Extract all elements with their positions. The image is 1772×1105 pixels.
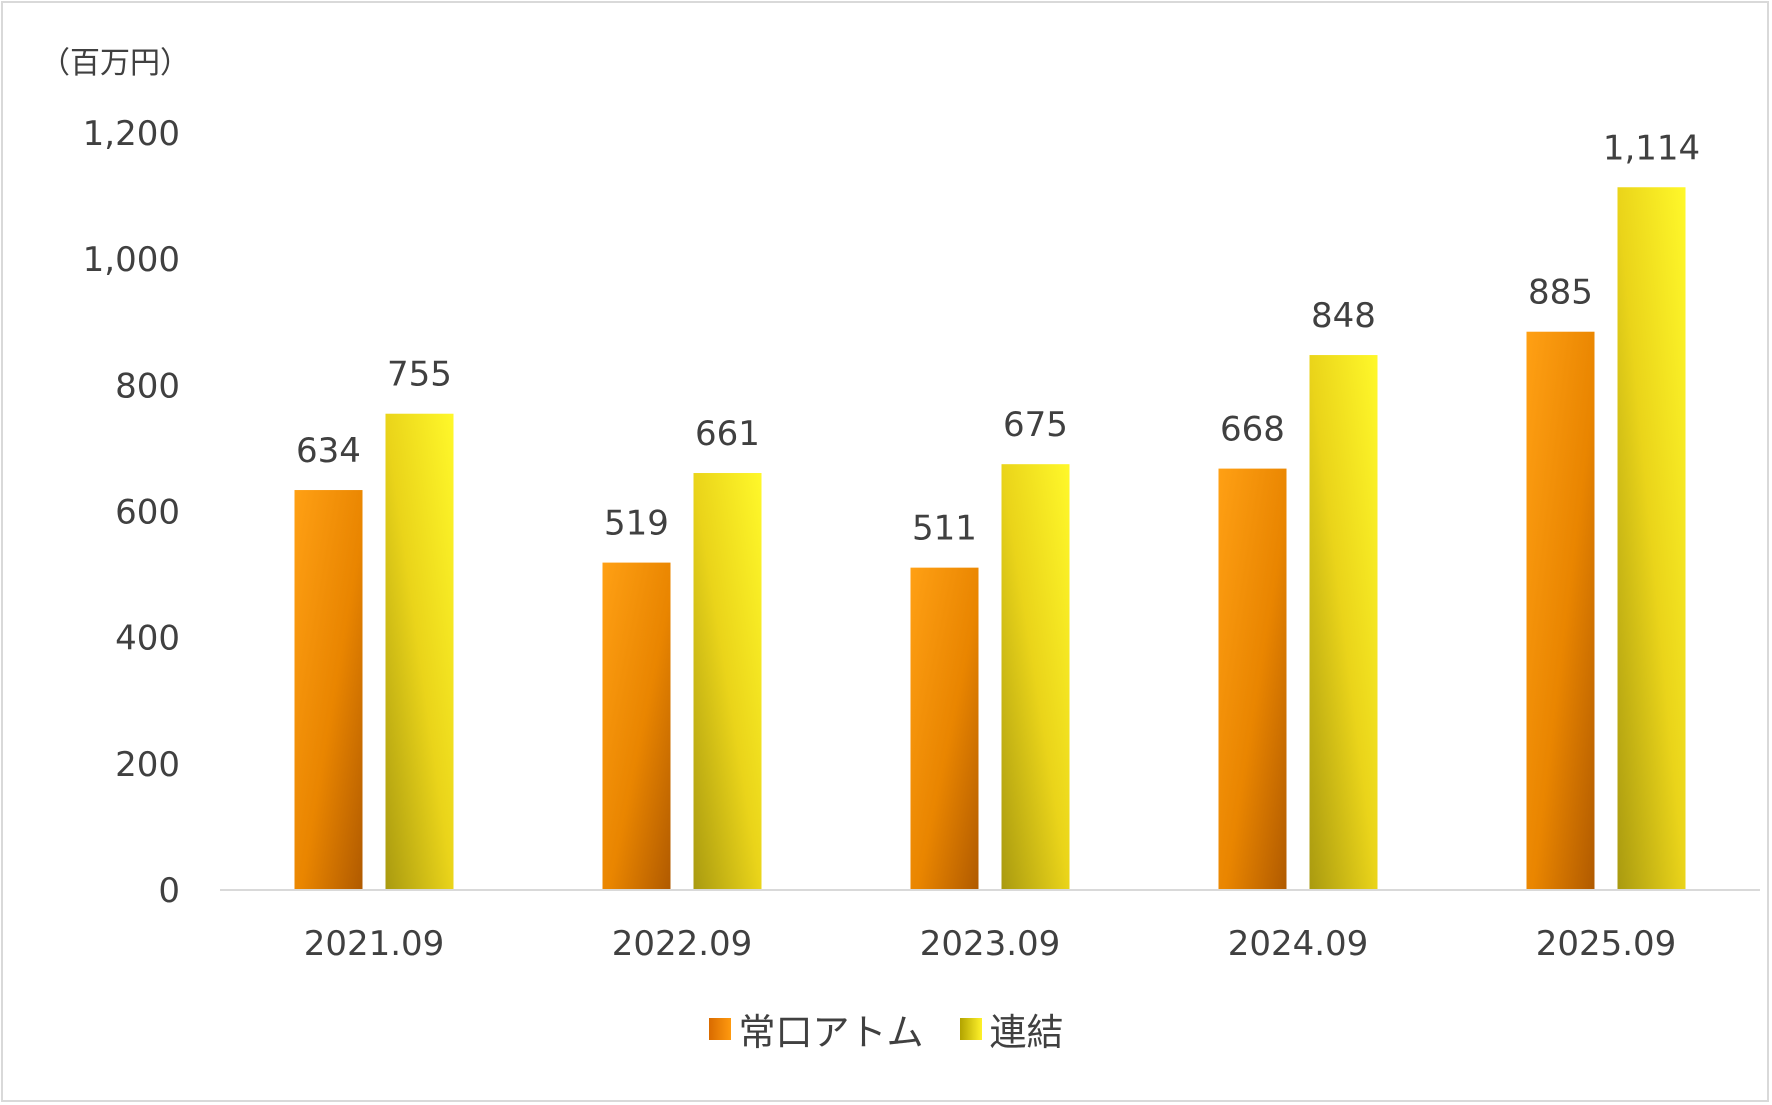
data-label-series-b-2023.09: 675: [1003, 405, 1068, 445]
x-tick-label: 2021.09: [304, 924, 445, 964]
y-tick-label: 600: [115, 493, 180, 533]
bar-series-b-2023.09: [1001, 464, 1070, 890]
y-tick-label: 1,200: [83, 114, 180, 154]
legend-item-series-b: 連結: [959, 1002, 1064, 1056]
bar-series-a-2023.09: [910, 567, 979, 890]
y-tick-label: 0: [158, 871, 180, 911]
bar-series-a-2022.09: [602, 562, 671, 890]
data-label-series-b-2024.09: 848: [1311, 296, 1376, 336]
legend-label-series-a: 常口アトム: [738, 1011, 924, 1054]
unit-label: （百万円）: [40, 46, 190, 81]
data-label-series-a-2022.09: 519: [604, 504, 669, 544]
bar-series-b-2025.09: [1617, 187, 1686, 891]
bar-series-a-2025.09: [1526, 331, 1595, 890]
bar-series-a-2024.09: [1218, 468, 1287, 890]
x-tick-label: 2023.09: [920, 924, 1061, 964]
data-label-series-a-2021.09: 634: [296, 431, 361, 471]
bar-series-b-2024.09: [1309, 355, 1378, 890]
legend-swatch-series-a: [708, 1018, 731, 1040]
legend-item-series-a: 常口アトム: [708, 1002, 924, 1056]
legend-label-series-b: 連結: [989, 1011, 1064, 1054]
bar-series-b-2022.09: [693, 473, 762, 890]
bar-series-b-2021.09: [385, 413, 454, 890]
data-label-series-b-2022.09: 661: [695, 414, 760, 454]
x-tick-label: 2022.09: [612, 924, 753, 964]
data-label-series-a-2025.09: 885: [1528, 273, 1593, 313]
y-tick-label: 400: [115, 619, 180, 659]
x-tick-label: 2025.09: [1536, 924, 1677, 964]
y-tick-label: 1,000: [83, 240, 180, 280]
data-label-series-b-2021.09: 755: [387, 355, 452, 395]
bar-series-a-2021.09: [294, 490, 363, 890]
y-tick-label: 200: [115, 745, 180, 785]
data-label-series-a-2024.09: 668: [1220, 410, 1285, 450]
y-tick-label: 800: [115, 366, 180, 406]
legend: 常口アトム 連結: [0, 1002, 1772, 1056]
x-tick-label: 2024.09: [1228, 924, 1369, 964]
legend-swatch-series-b: [959, 1018, 982, 1040]
data-label-series-a-2023.09: 511: [912, 509, 977, 549]
data-label-series-b-2025.09: 1,114: [1603, 128, 1700, 168]
